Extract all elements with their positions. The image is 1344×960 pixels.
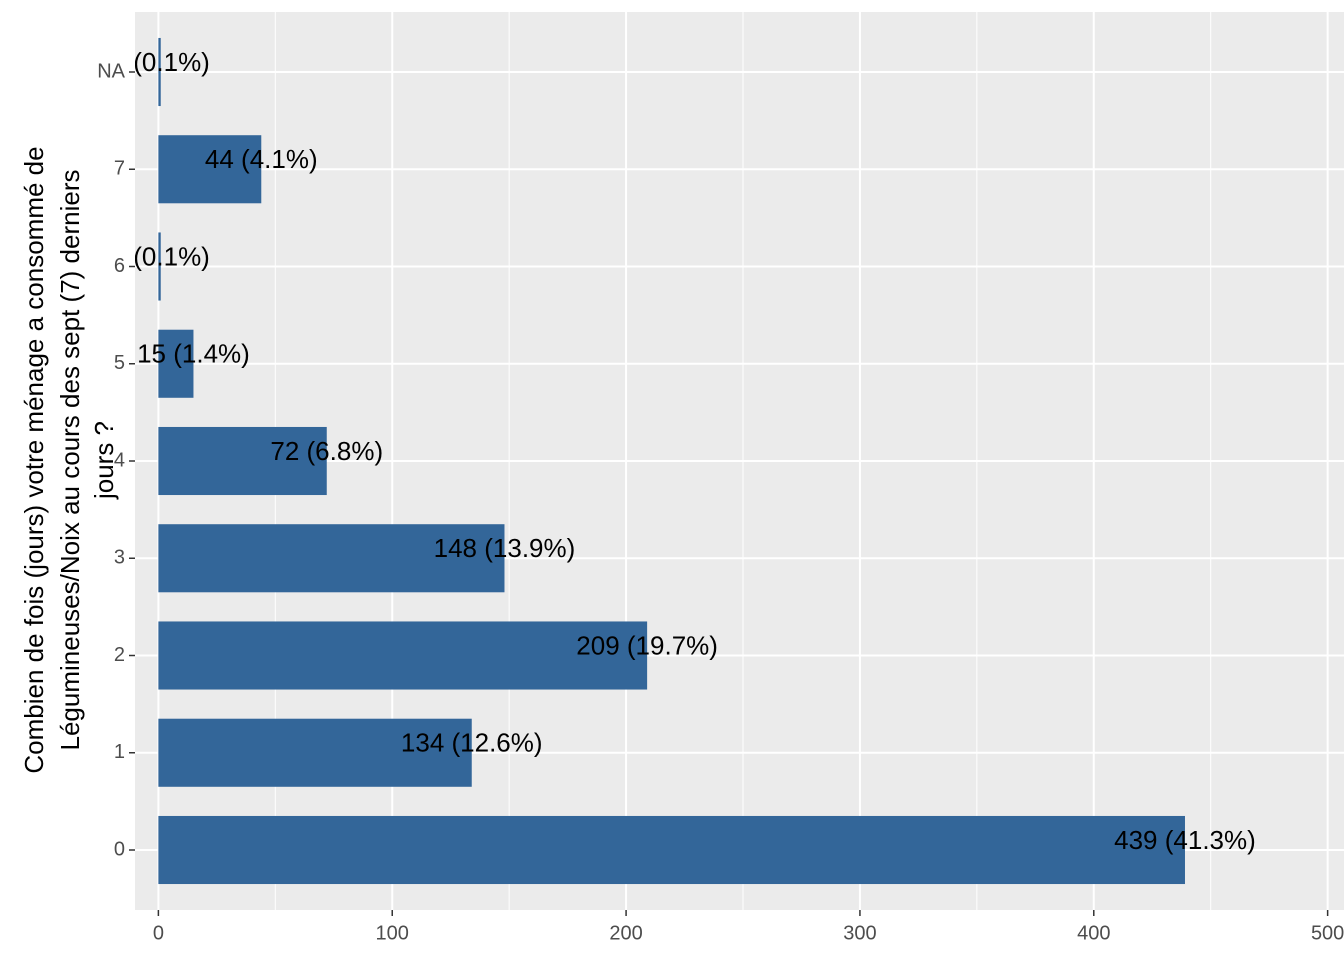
y-tick-label: 1 [114, 741, 125, 763]
value-label: 209 (19.7%) [576, 630, 718, 660]
y-tick-label: 7 [114, 158, 125, 180]
y-tick-label: 5 [114, 352, 125, 374]
value-label: 148 (13.9%) [434, 533, 576, 563]
bar [158, 524, 505, 593]
x-tick-label: 0 [153, 922, 164, 944]
x-tick-label: 500 [1311, 922, 1344, 944]
y-axis-title: jours ? [89, 421, 119, 500]
y-tick-label: 2 [114, 644, 125, 666]
bar [158, 37, 161, 107]
y-tick-label: NA [97, 60, 125, 82]
y-axis-title: Combien de fois (jours) votre ménage a c… [19, 146, 49, 773]
y-tick-label: 4 [114, 449, 125, 471]
value-labels: 439 (41.3%) 134 (12.6%) 209 (19.7%) 148 (13… [112, 47, 1256, 855]
x-tick-label: 200 [609, 922, 642, 944]
grid [135, 12, 1344, 910]
bars [158, 37, 1185, 885]
bar [158, 135, 262, 204]
value-label: 44 (4.1%) [205, 144, 318, 174]
bar [158, 329, 194, 398]
value-label: 1 (0.1%) [112, 241, 210, 271]
y-tick-label: 3 [114, 547, 125, 569]
y-tick-label: 6 [114, 255, 125, 277]
bar [158, 718, 472, 787]
y-tick-label: 0 [114, 838, 125, 860]
x-tick-label: 400 [1077, 922, 1110, 944]
axes: 0 100 200 300 400 500 0 1 2 3 4 5 6 7 NA Combien de foi… [19, 60, 1344, 944]
bar [158, 815, 1185, 885]
value-label: 134 (12.6%) [401, 728, 543, 758]
value-label: 1 (0.1%) [112, 47, 210, 77]
x-tick-label: 300 [843, 922, 876, 944]
bar [158, 621, 648, 690]
value-label: 439 (41.3%) [1114, 825, 1256, 855]
value-label: 72 (6.8%) [270, 436, 383, 466]
value-label: 15 (1.4%) [137, 339, 250, 369]
x-tick-label: 100 [376, 922, 409, 944]
y-axis-title: Légumineuses/Noix au cours des sept (7) … [55, 170, 85, 751]
bar [158, 232, 161, 301]
bar [158, 426, 327, 496]
